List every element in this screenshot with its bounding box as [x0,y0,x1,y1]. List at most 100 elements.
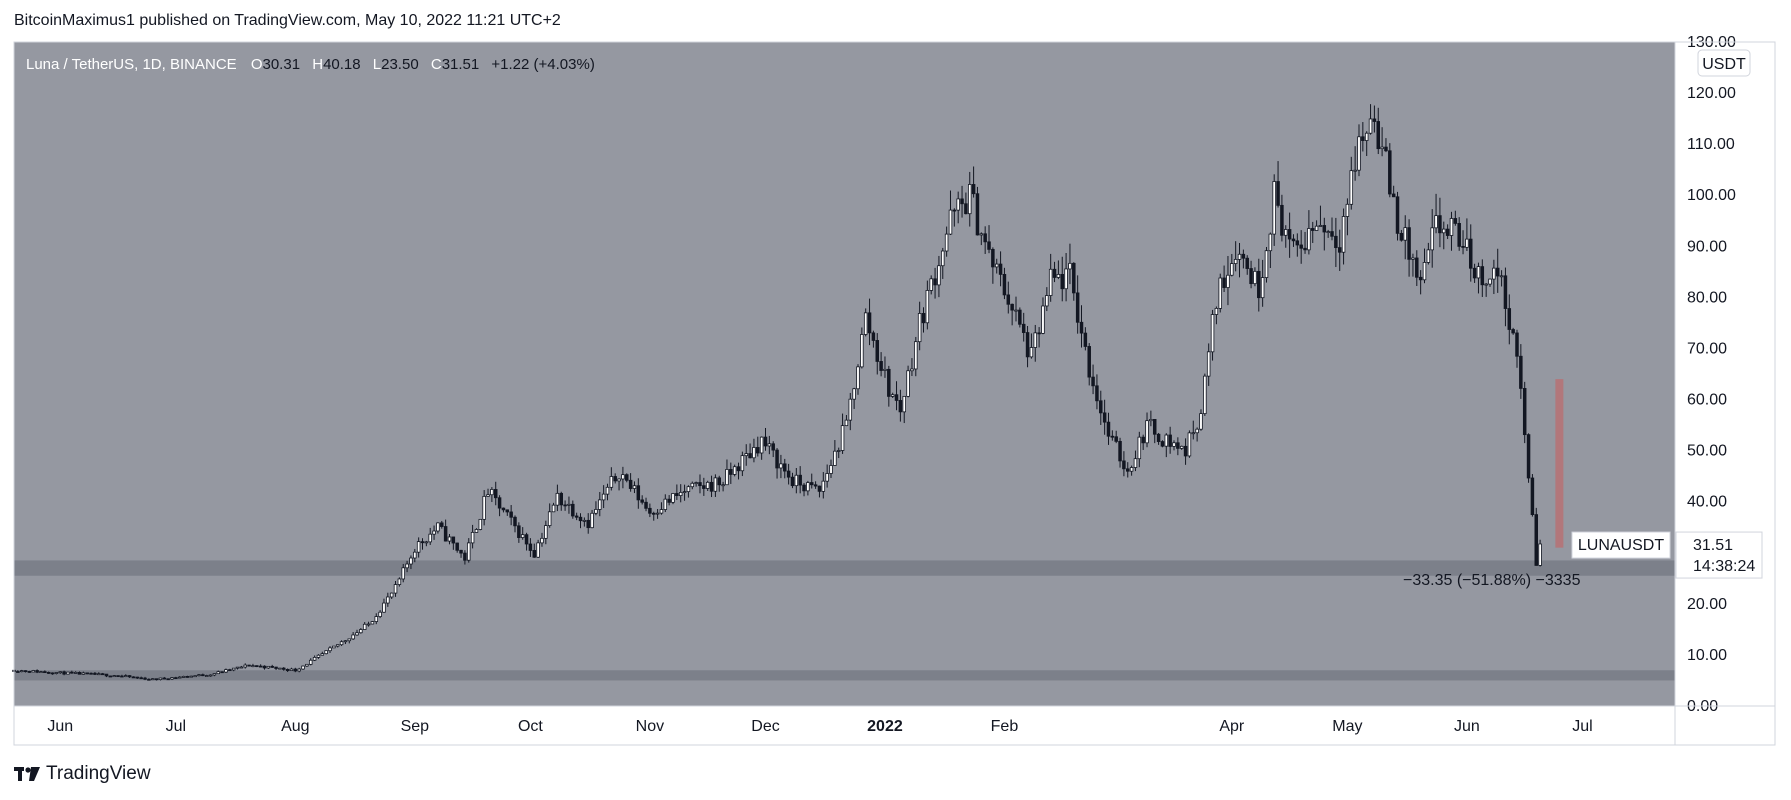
candle [1141,436,1145,444]
chart-overlays: USDT LUNAUSDT 31.51 14:38:24 [13,41,1776,746]
candle [150,678,155,681]
candle [478,518,483,530]
candle [39,671,43,674]
candle [786,470,791,478]
candle [347,638,352,642]
candle [879,361,883,371]
candle [443,526,448,542]
candle [917,313,922,343]
symbol-tag [1571,531,1671,559]
candle [1314,225,1319,231]
currency-box[interactable] [1697,49,1751,77]
plot-area[interactable] [14,42,1675,706]
candle [420,541,425,544]
candle [1364,132,1369,141]
candle [775,449,779,469]
candle [320,653,325,656]
candle [1357,136,1361,171]
candle [1345,203,1350,217]
candle [1422,262,1427,281]
candle [1172,442,1176,447]
measure-bar [1555,379,1564,548]
candle [605,486,610,495]
price-tick-label: 50.00 [1687,443,1727,460]
candle [1488,278,1492,285]
candle [675,493,679,496]
candle [644,501,648,509]
candle [817,485,822,492]
candle [636,485,641,501]
candle [609,476,614,488]
candle [1372,118,1377,122]
candle [898,400,903,413]
time-axis[interactable] [14,706,1675,745]
candle [1241,253,1246,259]
time-tick-label: Jun [1454,718,1480,735]
candle [1415,257,1419,278]
time-tick-label: Jun [47,718,73,735]
price-axis[interactable] [1675,42,1775,706]
candle [1052,268,1057,278]
candle [204,675,209,677]
candle [1472,267,1477,279]
candle [351,634,355,640]
candle [1507,308,1512,330]
candle [1411,257,1415,260]
candle [659,509,664,514]
candle [1195,428,1199,434]
candle [763,436,768,447]
candle [293,668,298,672]
candle [1284,229,1288,236]
candle [871,332,876,341]
candle [73,671,78,674]
candle [301,665,305,670]
candle [66,671,70,675]
candle [97,673,101,676]
candle [509,511,513,518]
close-value: 31.51 [442,56,480,73]
candle [628,479,633,489]
candle [540,537,544,544]
candle [1079,321,1084,334]
price-tick-label: 40.00 [1687,494,1727,511]
candle [910,368,914,372]
candle [1179,445,1184,449]
candle [343,640,348,643]
close-label: C [431,56,442,73]
candle [174,677,178,680]
candle [239,666,244,669]
candle [1191,432,1196,435]
candle [1129,467,1134,472]
candle [1122,460,1126,470]
candle [482,495,486,520]
candle [1126,468,1130,472]
symbol-tag-label: LUNAUSDT [1578,537,1664,554]
candle [983,233,987,243]
candle [825,473,829,482]
candle [366,623,371,626]
candle [1353,169,1357,172]
candle [1449,218,1454,236]
candle [836,450,841,452]
candle [1037,332,1041,335]
candle [914,341,918,370]
candle [1318,225,1323,227]
candle [883,368,887,371]
candle [19,670,24,673]
candle [759,436,764,454]
candle [1156,433,1161,442]
time-tick-label: Dec [751,718,779,735]
last-price-tag [1675,531,1763,579]
candle [1060,273,1064,290]
candle [520,534,525,538]
low-label: L [373,56,381,73]
candle [941,250,945,267]
time-tick-label: May [1332,718,1362,735]
candle [1018,309,1022,325]
candle [1361,136,1365,141]
candle [1407,227,1411,260]
candle [274,666,278,669]
candle [840,425,845,451]
candle [1021,323,1026,333]
